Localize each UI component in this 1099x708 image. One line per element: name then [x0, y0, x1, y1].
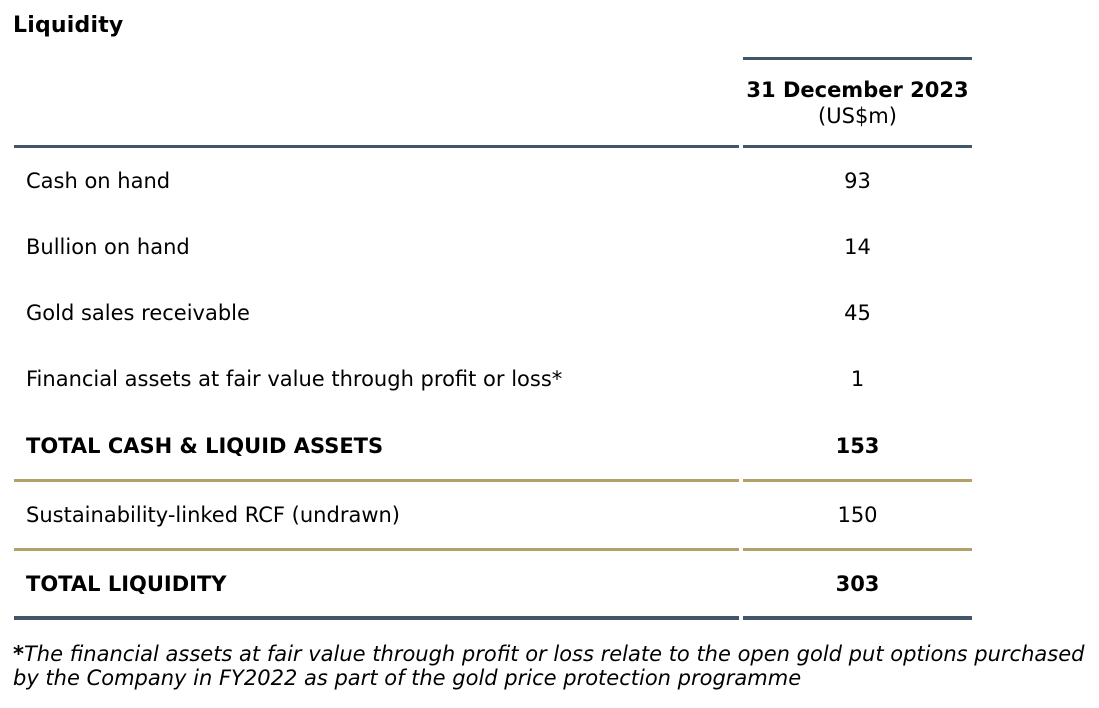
rule-segment-right	[743, 145, 972, 148]
gold-rule-2	[14, 548, 972, 551]
rule-segment-right	[743, 616, 972, 620]
table-row-financial-assets: Financial assets at fair value through p…	[14, 346, 972, 412]
row-value: 153	[835, 433, 880, 458]
liquidity-table: 31 December 2023 (US$m) Cash on hand 93 …	[14, 57, 972, 620]
row-label: Gold sales receivable	[26, 301, 250, 325]
liquidity-page: Liquidity 31 December 2023 (US$m) Cash o…	[0, 12, 1099, 708]
row-label: Cash on hand	[26, 169, 171, 193]
table-row-sustainability-linked-rcf: Sustainability-linked RCF (undrawn) 150	[14, 482, 972, 548]
rule-segment-right	[743, 548, 972, 551]
table-bottom-rule	[14, 616, 972, 620]
column-header-unit: (US$m)	[818, 104, 897, 128]
row-value: 150	[837, 503, 878, 527]
header-label-cell-empty	[14, 60, 739, 145]
gold-rule-1	[14, 479, 972, 482]
table-row-total-cash-liquid-assets: TOTAL CASH & LIQUID ASSETS 153	[14, 412, 972, 479]
row-value: 93	[844, 169, 871, 193]
row-label: Financial assets at fair value through p…	[26, 367, 563, 391]
table-row-bullion-on-hand: Bullion on hand 14	[14, 214, 972, 280]
row-value: 14	[844, 235, 871, 259]
table-header-row: 31 December 2023 (US$m)	[14, 60, 972, 145]
row-label: Sustainability-linked RCF (undrawn)	[26, 503, 401, 527]
row-label: Bullion on hand	[26, 235, 190, 259]
rule-segment-left	[14, 145, 739, 148]
rule-segment-right	[743, 57, 972, 60]
row-label: TOTAL CASH & LIQUID ASSETS	[26, 433, 384, 458]
row-label: TOTAL LIQUIDITY	[26, 571, 227, 596]
header-value-cell: 31 December 2023 (US$m)	[743, 60, 972, 145]
row-value: 45	[844, 301, 871, 325]
table-row-gold-sales-receivable: Gold sales receivable 45	[14, 280, 972, 346]
table-row-cash-on-hand: Cash on hand 93	[14, 148, 972, 214]
row-value: 303	[835, 571, 880, 596]
page-title: Liquidity	[13, 13, 124, 38]
column-header-date: 31 December 2023	[746, 78, 969, 102]
header-top-rule	[14, 57, 972, 60]
footnote-text: The financial assets at fair value throu…	[13, 642, 1085, 690]
header-bottom-rule	[14, 145, 972, 148]
rule-segment-right	[743, 479, 972, 482]
footnote: *The financial assets at fair value thro…	[13, 642, 1093, 690]
rule-segment-left	[14, 548, 739, 551]
rule-segment-left	[14, 616, 739, 620]
footnote-asterisk: *	[13, 642, 24, 666]
table-row-total-liquidity: TOTAL LIQUIDITY 303	[14, 551, 972, 616]
rule-segment-left	[14, 479, 739, 482]
row-value: 1	[850, 367, 865, 391]
